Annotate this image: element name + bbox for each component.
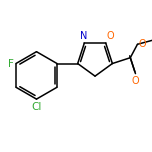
Text: Cl: Cl	[31, 102, 42, 112]
Text: F: F	[8, 59, 14, 69]
Text: O: O	[132, 76, 139, 86]
Text: O: O	[139, 39, 147, 49]
Text: O: O	[107, 31, 114, 41]
Text: N: N	[80, 31, 87, 41]
